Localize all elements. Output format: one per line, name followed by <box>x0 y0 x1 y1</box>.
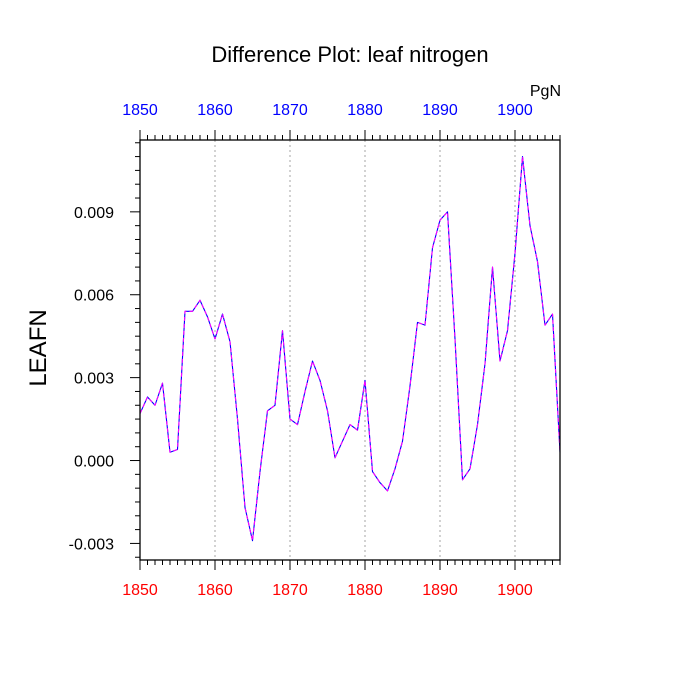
grid-lines <box>214 140 516 560</box>
x-tick-label: 1900 <box>497 582 533 599</box>
plot-frame <box>139 139 561 561</box>
x-tick-label: 1890 <box>422 582 458 599</box>
y-tick-label: 0.000 <box>74 454 114 471</box>
chart-title: Difference Plot: leaf nitrogen <box>211 42 488 67</box>
series-line-dash <box>139 156 561 542</box>
axes: 1850 1850 1860 1860 1870 1870 1880 1880 1890 1890… <box>69 102 561 599</box>
y-axis-label: LEAFN <box>25 309 52 386</box>
x-tick-label: 1870 <box>272 582 308 599</box>
y-tick-label: 0.006 <box>74 288 114 305</box>
y-tick-label: 0.003 <box>74 371 114 388</box>
x-top-tick-label: 1890 <box>422 102 458 119</box>
units-label: PgN <box>530 83 561 100</box>
x-top-tick-label: 1850 <box>122 102 158 119</box>
x-top-tick-label: 1860 <box>197 102 233 119</box>
y-tick-label: -0.003 <box>69 536 114 553</box>
x-top-tick-label: 1900 <box>497 102 533 119</box>
x-tick-label: 1880 <box>347 582 383 599</box>
x-tick-label: 1850 <box>122 582 158 599</box>
y-tick-label: 0.009 <box>74 205 114 222</box>
x-top-tick-label: 1870 <box>272 102 308 119</box>
x-top-tick-label: 1880 <box>347 102 383 119</box>
series-layer <box>139 156 561 542</box>
x-tick-label: 1860 <box>197 582 233 599</box>
series-line <box>139 156 561 542</box>
